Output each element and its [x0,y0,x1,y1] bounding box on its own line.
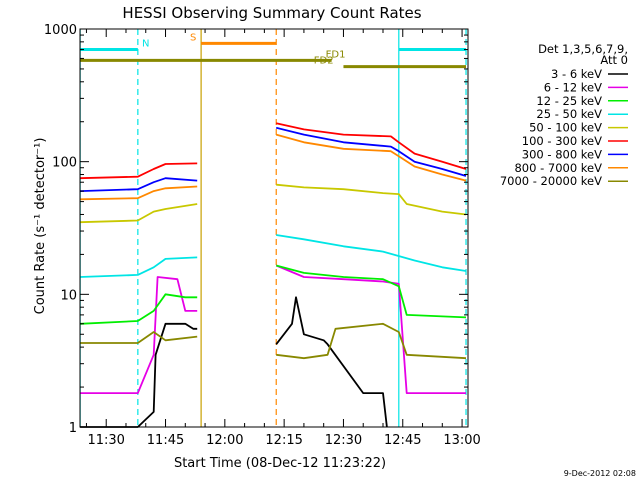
legend-label-6: 300 - 800 keV [522,147,602,161]
series-line-7 [80,133,467,201]
y-tick-label-3: 1000 [44,23,77,38]
legend-label-7: 800 - 7000 keV [514,161,602,175]
series-lines [80,122,467,428]
legend-label-5: 100 - 300 keV [522,134,602,148]
series-line-3 [80,234,467,278]
legend-header-line1: Det 1,3,5,6,7,9, [538,42,628,56]
legend-label-1: 6 - 12 keV [544,80,602,94]
series-line-0 [80,296,388,428]
series-line-6 [80,126,467,192]
x-tick-label-3: 12:15 [265,433,302,448]
y-tick-label-1: 10 [60,288,77,303]
x-tick-label-6: 13:00 [443,433,480,448]
series-line-1 [80,264,466,394]
legend-label-4: 50 - 100 keV [529,121,602,135]
x-tick-label-4: 12:30 [325,433,362,448]
series-line-8 [80,322,467,360]
tick-labels: 11:30 11:45 12:00 12:15 12:30 12:45 13:00 1 10 10… [44,23,481,448]
axes [79,28,469,428]
plot-background [80,29,468,427]
x-tick-label-0: 11:30 [87,433,124,448]
legend-label-0: 3 - 6 keV [551,67,602,81]
legend-label-8: 7000 - 20000 keV [500,174,602,188]
flag-label-1: S [190,32,196,43]
y-tick-label-2: 100 [52,156,77,171]
x-axis-label: Start Time (08-Dec-12 11:23:22) [174,456,386,471]
y-tick-label-0: 1 [69,421,77,436]
legend-header-line2: Att 0 [600,53,628,67]
series-line-4 [80,183,467,224]
flag-label-3: FD2 [314,56,334,67]
plot-area [80,29,468,427]
plot-frame [79,28,469,428]
chart-title: HESSI Observing Summary Count Rates [122,4,421,22]
series-line-2 [80,264,467,325]
x-tick-label-2: 12:00 [206,433,243,448]
series-line-5 [80,122,467,180]
flag-label-0: N [142,39,149,50]
y-axis-label: Count Rate (s⁻¹ detector⁻¹) [33,138,48,315]
legend-label-3: 25 - 50 keV [536,107,602,121]
generation-timestamp: 9-Dec-2012 02:08 [564,469,636,478]
flag-label-2: FD1 [326,49,346,60]
x-tick-label-1: 11:45 [147,433,184,448]
x-tick-label-5: 12:45 [384,433,421,448]
legend-label-2: 12 - 25 keV [536,94,602,108]
